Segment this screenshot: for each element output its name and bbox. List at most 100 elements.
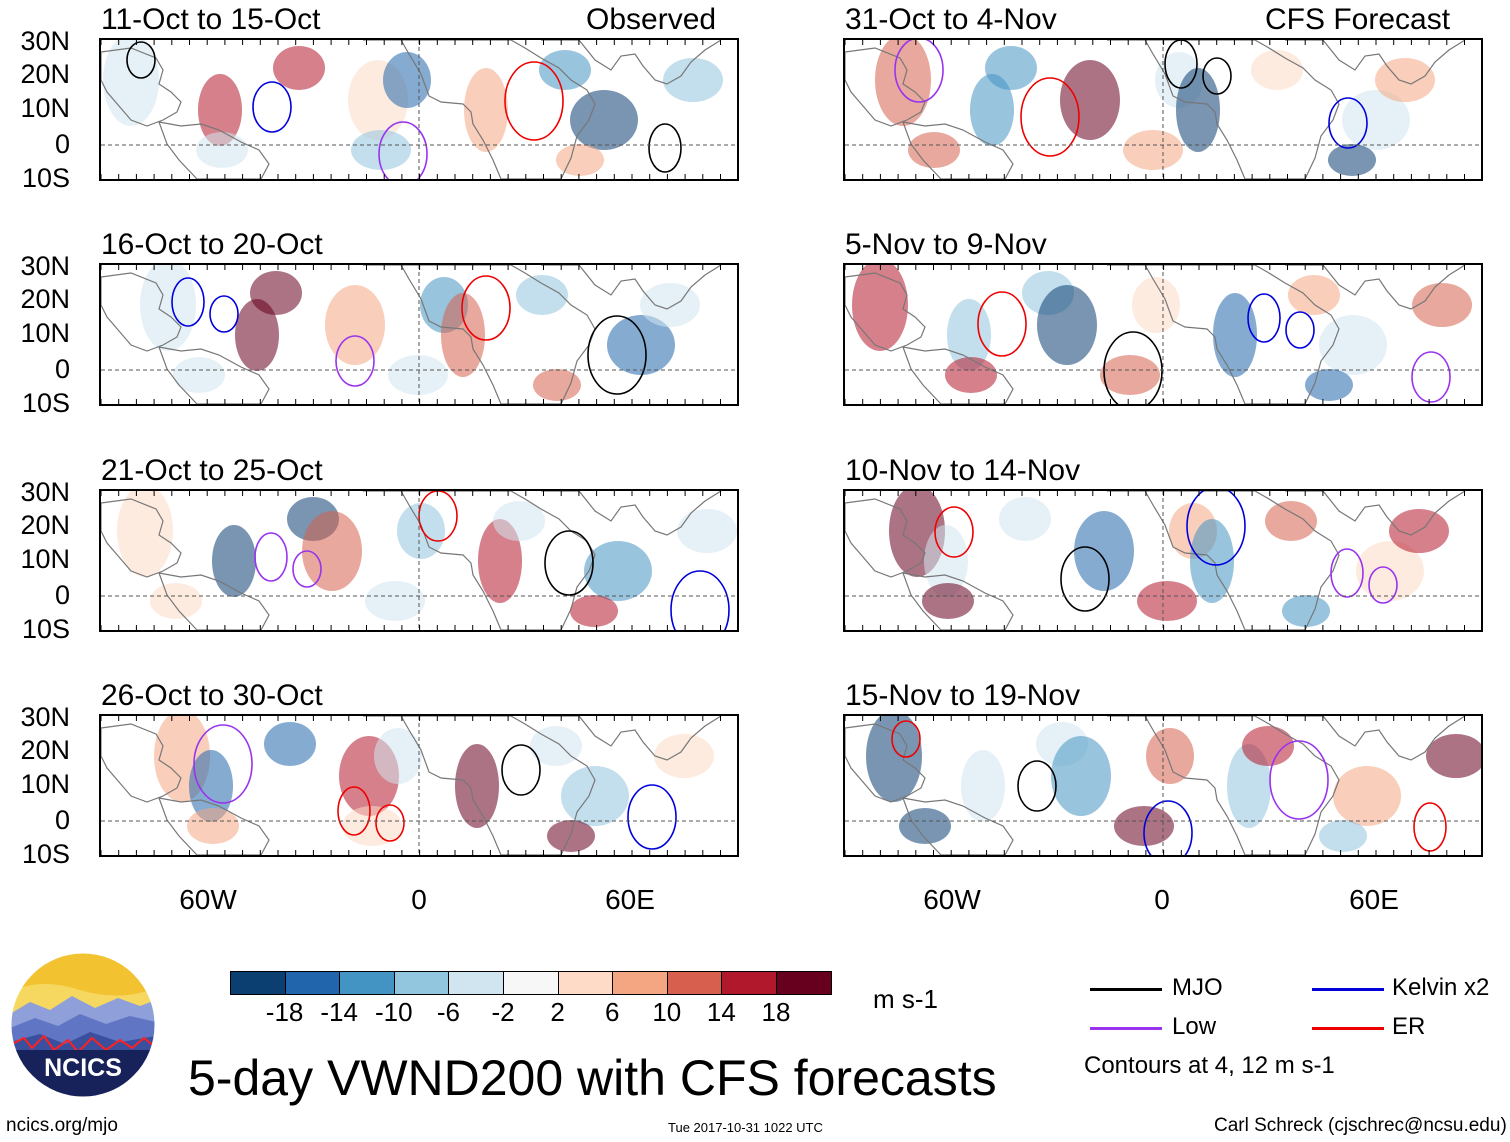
- anomaly-shading: [852, 265, 908, 351]
- colorbar-label: 10: [652, 997, 682, 1027]
- coastline: [158, 797, 270, 855]
- anomaly-shading: [663, 58, 723, 102]
- wave-contour: [1143, 800, 1193, 855]
- anomaly-shading: [570, 595, 618, 627]
- wave-contour: [1328, 97, 1368, 149]
- wave-contour: [1202, 57, 1232, 95]
- colorbar-swatch: [448, 971, 504, 995]
- anomaly-shading: [1356, 541, 1424, 601]
- anomaly-shading: [899, 808, 951, 844]
- legend-line-mjo: [1090, 988, 1162, 991]
- wave-contour: [171, 277, 205, 327]
- colorbar-units: m s-1: [873, 984, 938, 1014]
- wave-contour: [891, 720, 921, 758]
- anomaly-shading: [103, 40, 159, 126]
- anomaly-shading: [374, 728, 422, 784]
- anomaly-shading: [1074, 511, 1134, 591]
- panel-title: 16-Oct to 20-Oct: [101, 228, 323, 261]
- lon-label: 0: [411, 884, 427, 915]
- anomaly-shading: [547, 820, 595, 852]
- legend-line-low: [1090, 1027, 1162, 1030]
- panel-title: 10-Nov to 14-Nov: [845, 454, 1081, 487]
- coastline: [1285, 40, 1466, 85]
- panel-title: 11-Oct to 15-Oct: [101, 3, 321, 36]
- lat-label: 20N: [20, 510, 70, 540]
- wave-contour: [1186, 491, 1246, 566]
- colorbar-swatch: [339, 971, 395, 995]
- coastline: [845, 272, 926, 352]
- wave-contour: [1368, 566, 1398, 604]
- lat-label: 30N: [20, 26, 70, 56]
- wave-contour: [587, 315, 647, 395]
- coastline: [363, 716, 596, 855]
- wave-contour: [1285, 311, 1315, 349]
- panel-title: 15-Nov to 19-Nov: [845, 679, 1081, 712]
- anomaly-shading: [441, 293, 485, 377]
- legend-line-er: [1312, 1027, 1384, 1030]
- coastline: [541, 491, 722, 536]
- anomaly-shading: [1146, 728, 1194, 784]
- coastline: [1285, 265, 1466, 310]
- wave-contour: [337, 786, 371, 836]
- coastline: [363, 265, 596, 404]
- anomaly-shading: [866, 716, 922, 802]
- anomaly-shading: [1328, 144, 1376, 176]
- colorbar-label: -14: [320, 997, 358, 1027]
- anomaly-shading: [150, 583, 202, 619]
- footer-timestamp: Tue 2017-10-31 1022 UTC: [668, 1120, 823, 1135]
- wave-contour: [1103, 331, 1163, 404]
- coastline: [363, 40, 596, 179]
- anomaly-shading: [556, 144, 604, 176]
- anomaly-shading: [945, 357, 997, 393]
- lat-label: 0: [54, 580, 70, 610]
- contour-note: Contours at 4, 12 m s-1: [1084, 1052, 1335, 1079]
- anomaly-shading: [302, 511, 362, 591]
- wave-contour: [1247, 293, 1281, 343]
- lat-label: 20N: [20, 59, 70, 89]
- colorbar-label: 6: [604, 997, 620, 1027]
- colorbar-swatch: [230, 971, 286, 995]
- anomaly-shading: [196, 132, 248, 168]
- coastline: [1285, 491, 1466, 536]
- colorbar-swatch: [284, 971, 341, 995]
- lat-label: 10S: [21, 839, 70, 869]
- colorbar-swatch: [393, 971, 450, 995]
- anomaly-shading: [455, 744, 499, 828]
- anomaly-shading: [516, 275, 568, 315]
- lat-label: 10S: [21, 163, 70, 193]
- wave-contour: [1411, 351, 1451, 403]
- anomaly-shading: [187, 808, 239, 844]
- colorbar-label: 2: [550, 997, 565, 1027]
- colorbar-label: 14: [706, 997, 736, 1027]
- wave-contour: [648, 123, 682, 173]
- colorbar-label: 18: [761, 997, 791, 1027]
- coastline: [1107, 265, 1340, 404]
- footer-url[interactable]: ncics.org/mjo: [6, 1115, 118, 1136]
- coastline: [902, 797, 1014, 855]
- lat-label: 0: [54, 805, 70, 835]
- anomaly-shading: [1190, 519, 1234, 603]
- lat-label: 20N: [20, 284, 70, 314]
- anomaly-shading: [561, 766, 629, 826]
- anomaly-shading: [1251, 50, 1303, 90]
- coastline: [1107, 40, 1340, 179]
- coastline: [158, 572, 270, 630]
- legend-label-er: ER: [1392, 1013, 1426, 1040]
- colorbar-label: -10: [375, 997, 413, 1027]
- panel-title: 5-Nov to 9-Nov: [845, 228, 1047, 261]
- anomaly-shading: [970, 74, 1014, 146]
- anomaly-shading: [1051, 736, 1111, 816]
- anomaly-shading: [140, 265, 196, 351]
- colorbar-swatch: [557, 971, 614, 995]
- anomaly-shading: [584, 541, 652, 601]
- anomaly-shading: [365, 581, 425, 621]
- anomaly-shading: [250, 271, 302, 315]
- panel-title: 31-Oct to 4-Nov: [845, 3, 1057, 36]
- coastline: [845, 498, 926, 578]
- lat-label: 30N: [20, 251, 70, 281]
- colorbar-swatch: [503, 971, 559, 995]
- lon-label: 0: [1154, 884, 1170, 915]
- coastline: [101, 723, 182, 803]
- lat-label: 10S: [21, 614, 70, 644]
- anomaly-shading: [677, 509, 737, 553]
